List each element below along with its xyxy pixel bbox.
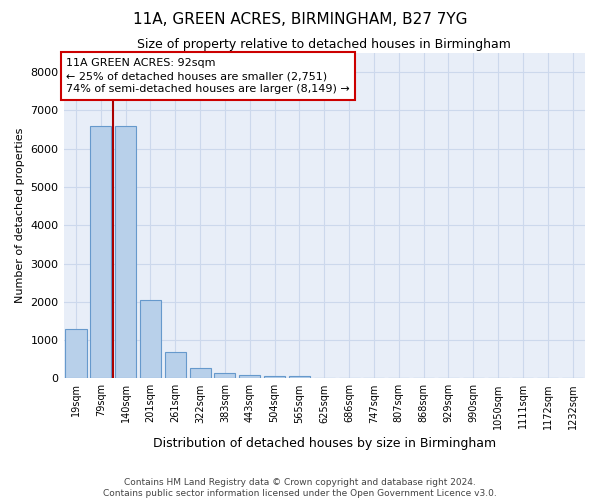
Bar [165,352,186,378]
Bar [115,126,136,378]
Bar [239,375,260,378]
Bar [289,376,310,378]
Title: Size of property relative to detached houses in Birmingham: Size of property relative to detached ho… [137,38,511,51]
Y-axis label: Number of detached properties: Number of detached properties [15,128,25,304]
X-axis label: Distribution of detached houses by size in Birmingham: Distribution of detached houses by size … [153,437,496,450]
Bar [190,368,211,378]
Bar [264,376,285,378]
Text: 11A GREEN ACRES: 92sqm
← 25% of detached houses are smaller (2,751)
74% of semi-: 11A GREEN ACRES: 92sqm ← 25% of detached… [66,58,350,94]
Bar [214,372,235,378]
Text: Contains HM Land Registry data © Crown copyright and database right 2024.
Contai: Contains HM Land Registry data © Crown c… [103,478,497,498]
Bar [65,328,86,378]
Text: 11A, GREEN ACRES, BIRMINGHAM, B27 7YG: 11A, GREEN ACRES, BIRMINGHAM, B27 7YG [133,12,467,28]
Bar [140,300,161,378]
Bar [90,126,112,378]
